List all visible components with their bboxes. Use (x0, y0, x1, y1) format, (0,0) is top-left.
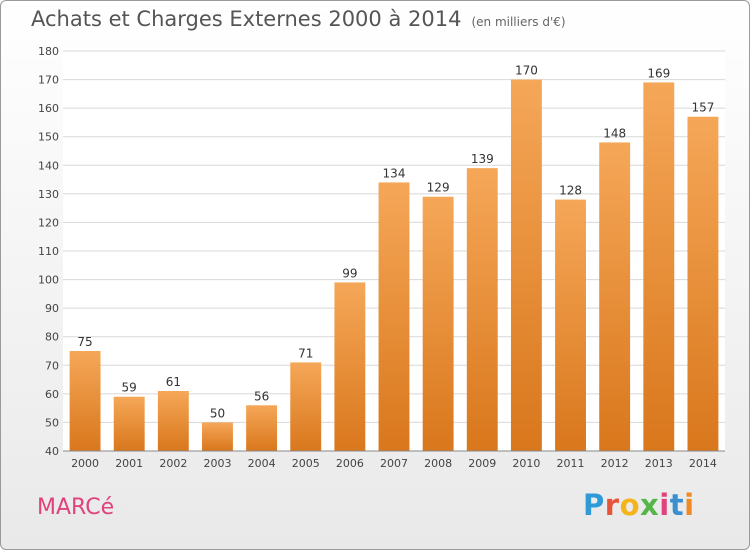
value-label: 50 (210, 406, 225, 420)
value-label: 99 (342, 266, 357, 280)
logo-letter: i (684, 488, 695, 522)
logo-letter: x (640, 488, 660, 522)
y-tick-label: 150 (38, 131, 59, 144)
value-label: 169 (647, 66, 670, 80)
y-tick-label: 50 (45, 416, 59, 429)
chart-title-text: Achats et Charges Externes 2000 à 2014 (31, 7, 462, 31)
bar-2005 (290, 362, 322, 451)
x-tick-label: 2004 (248, 457, 276, 470)
x-tick-label: 2010 (512, 457, 540, 470)
y-tick-label: 60 (45, 388, 59, 401)
y-tick-label: 40 (45, 445, 59, 458)
value-label: 170 (515, 64, 538, 78)
place-name: MARCé (37, 495, 115, 520)
x-tick-label: 2000 (71, 457, 99, 470)
x-tick-label: 2009 (468, 457, 496, 470)
bar-2000 (69, 351, 101, 451)
x-tick-label: 2001 (115, 457, 143, 470)
y-tick-label: 180 (38, 45, 59, 58)
value-label: 139 (471, 152, 494, 166)
y-tick-label: 80 (45, 331, 59, 344)
bar-2004 (246, 405, 278, 451)
value-label: 56 (254, 389, 269, 403)
y-tick-label: 110 (38, 245, 59, 258)
bar-2014 (687, 116, 719, 451)
value-label: 75 (77, 335, 92, 349)
y-tick-label: 90 (45, 302, 59, 315)
value-label: 128 (559, 184, 582, 198)
value-label: 71 (298, 346, 313, 360)
bar-2003 (202, 422, 233, 451)
bar-2002 (157, 391, 189, 451)
logo-letter: t (669, 488, 685, 522)
y-tick-label: 130 (38, 188, 59, 201)
bar-2012 (599, 142, 631, 451)
proxiti-logo[interactable]: Proxiti (583, 488, 695, 522)
bar-2013 (643, 82, 675, 451)
chart-title: Achats et Charges Externes 2000 à 2014 (e… (31, 7, 566, 31)
y-tick-label: 100 (38, 274, 59, 287)
x-tick-label: 2008 (424, 457, 452, 470)
bar-2006 (334, 282, 366, 451)
y-tick-label: 140 (38, 159, 59, 172)
x-tick-label: 2013 (645, 457, 673, 470)
x-tick-label: 2002 (159, 457, 187, 470)
logo-letter: P (583, 488, 605, 522)
x-tick-label: 2014 (689, 457, 717, 470)
value-label: 61 (166, 375, 181, 389)
y-tick-label: 170 (38, 74, 59, 87)
value-label: 157 (691, 101, 714, 115)
bar-2001 (113, 396, 145, 451)
x-tick-label: 2012 (601, 457, 629, 470)
x-tick-label: 2011 (557, 457, 585, 470)
y-tick-label: 120 (38, 216, 59, 229)
bar-2008 (422, 196, 454, 451)
x-tick-label: 2003 (203, 457, 231, 470)
value-label: 129 (427, 181, 450, 195)
y-tick-label: 160 (38, 102, 59, 115)
bars (69, 79, 719, 452)
value-label: 59 (122, 381, 137, 395)
y-axis-labels: 40 50 60 70 80 90 100 110 120 130 140 150 160 170 180 (38, 45, 59, 458)
y-tick-label: 70 (45, 359, 59, 372)
value-label: 134 (383, 166, 406, 180)
x-tick-label: 2005 (292, 457, 320, 470)
x-tick-label: 2007 (380, 457, 408, 470)
logo-letter: r (604, 488, 620, 522)
value-label: 148 (603, 126, 626, 140)
x-tick-label: 2006 (336, 457, 364, 470)
bar-2009 (466, 168, 498, 451)
value-labels: 75 59 61 50 56 71 99 134 129 139 170 128 148 169 157 (77, 64, 714, 421)
logo-letter: i (659, 488, 670, 522)
logo-letter: o (619, 488, 641, 522)
bar-2007 (378, 182, 410, 451)
bar-2010 (510, 79, 542, 452)
bar-2011 (555, 199, 586, 451)
x-axis-labels: 2000 2001 2002 2003 2004 2005 2006 2007 2008 2009… (71, 457, 717, 470)
chart-subtitle: (en milliers d'€) (471, 15, 566, 29)
